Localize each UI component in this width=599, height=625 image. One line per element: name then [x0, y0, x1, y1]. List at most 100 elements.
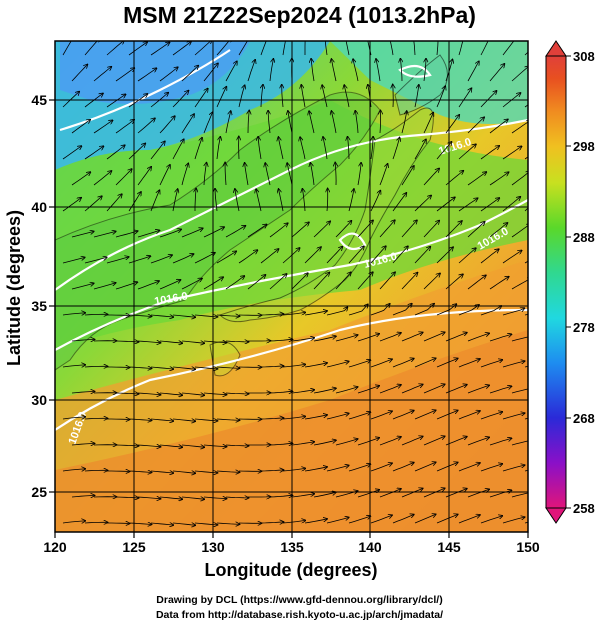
streamline: [150, 42, 170, 56]
streamline: [225, 445, 249, 446]
streamline: [203, 341, 227, 343]
streamline: [150, 141, 165, 160]
streamline: [225, 163, 226, 186]
streamline: [502, 41, 517, 56]
streamline: [400, 59, 402, 82]
streamline: [357, 438, 379, 446]
streamline: [159, 341, 182, 343]
streamline: [71, 495, 95, 497]
streamline: [489, 172, 509, 186]
streamline: [401, 384, 423, 394]
streamline: [480, 306, 502, 316]
streamline: [304, 247, 321, 264]
streamline: [84, 418, 108, 419]
streamline: [181, 163, 188, 186]
streamline: [489, 386, 512, 394]
streamline: [84, 41, 100, 56]
streamline: [159, 67, 178, 82]
streamline: [115, 68, 134, 82]
streamline: [304, 363, 327, 368]
x-tick-label: 135: [280, 539, 304, 555]
streamline: [370, 304, 390, 316]
streamline: [345, 41, 350, 56]
streamline: [203, 497, 227, 499]
streamline: [511, 278, 528, 290]
streamline: [324, 41, 328, 56]
streamline: [355, 111, 359, 134]
streamline: [348, 412, 371, 420]
streamline: [370, 359, 392, 368]
colorbar-top-arrow: [545, 40, 567, 57]
streamline: [194, 367, 218, 369]
streamline: [480, 249, 499, 264]
x-tick-label: 130: [201, 539, 225, 555]
streamline: [335, 163, 336, 186]
x-tick-label: 125: [122, 539, 146, 555]
streamline: [379, 385, 401, 394]
streamline: [84, 522, 108, 523]
streamline: [71, 120, 90, 134]
streamline: [62, 92, 79, 108]
streamline: [137, 281, 159, 290]
streamline: [181, 341, 204, 343]
streamline: [106, 145, 125, 160]
streamline: [480, 41, 489, 56]
streamline: [115, 120, 134, 134]
streamline: [502, 250, 522, 264]
streamline: [379, 489, 401, 498]
streamline: [159, 497, 182, 499]
streamline: [278, 137, 284, 160]
streamline: [348, 304, 368, 316]
streamline: [159, 165, 170, 186]
streamline: [194, 419, 218, 421]
streamline: [489, 277, 509, 290]
streamline: [436, 86, 445, 108]
streamline: [392, 193, 406, 212]
streamline: [128, 143, 145, 160]
x-axis-label: Longitude (degrees): [204, 560, 377, 580]
streamline: [423, 384, 445, 394]
streamline: [93, 283, 116, 290]
streamline: [84, 146, 104, 160]
streamline: [172, 254, 194, 264]
streamline: [353, 59, 359, 82]
streamline: [291, 442, 314, 446]
streamline: [511, 336, 528, 342]
streamline: [225, 393, 249, 394]
colorbar-tick-label: 308: [573, 49, 595, 64]
streamline: [203, 227, 224, 238]
streamline: [511, 66, 528, 82]
streamline: [480, 412, 502, 420]
streamline: [159, 229, 181, 238]
streamline: [380, 111, 381, 134]
streamline: [115, 341, 139, 342]
y-axis-label: Latitude (degrees): [4, 210, 24, 366]
streamline: [84, 314, 108, 315]
streamline: [225, 341, 249, 342]
streamline: [423, 488, 445, 498]
temperature-field: 1016.0 1016.0 1016.0 1016.0 1016.0: [55, 41, 528, 532]
streamline: [194, 41, 212, 56]
y-axis-ticks: [49, 99, 55, 493]
streamline: [326, 361, 349, 368]
streamline: [445, 115, 459, 134]
streamline: [269, 391, 293, 393]
streamline: [181, 228, 203, 238]
streamline: [313, 273, 329, 290]
streamline: [269, 443, 293, 445]
streamline: [458, 305, 479, 316]
streamline: [480, 198, 499, 212]
streamline: [150, 367, 173, 369]
streamline: [225, 276, 244, 290]
streamline: [311, 59, 315, 82]
streamline: [62, 41, 72, 56]
streamline: [401, 488, 423, 498]
streamline: [414, 85, 419, 108]
streamline: [128, 192, 141, 212]
streamline: [331, 59, 337, 82]
streamline: [84, 196, 102, 212]
streamline: [413, 41, 416, 56]
streamline: [106, 41, 124, 56]
streamline: [238, 41, 248, 56]
